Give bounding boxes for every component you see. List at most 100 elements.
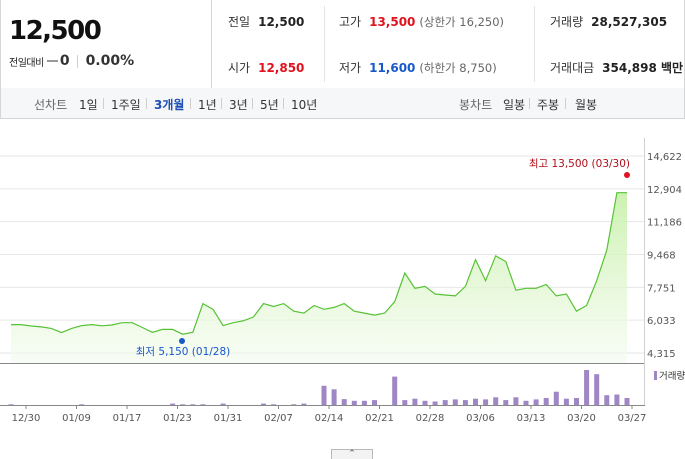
- x-tick-label: 01/09: [62, 413, 91, 424]
- volume-bar: [503, 400, 509, 405]
- stat-volume: 거래량 28,527,305: [550, 13, 667, 30]
- change-label: 전일대비: [9, 57, 44, 69]
- tab-separator: [190, 98, 191, 109]
- volume-bar: [604, 395, 610, 405]
- tab-weekly-candle[interactable]: 주봉: [537, 98, 560, 112]
- quote-summary: 12,500 전일대비 0 0.00% 전일 12,500 시가 12,850 고가…: [0, 0, 685, 89]
- volume-bar: [402, 400, 408, 405]
- y-tick-label: 6,033: [647, 316, 676, 327]
- volume-bar: [392, 376, 398, 405]
- tab-separator: [529, 98, 530, 109]
- line-chart-label: 선차트: [34, 98, 68, 112]
- tab-3years[interactable]: 3년: [229, 98, 248, 112]
- price-area: [11, 192, 627, 363]
- volume-bar: [341, 399, 347, 406]
- upper-limit: (상한가 16,250): [419, 15, 505, 29]
- volume-bar: [422, 400, 428, 405]
- volume-bar: [190, 404, 196, 406]
- stat-label: 거래대금: [550, 61, 595, 75]
- volume-bar: [584, 370, 590, 405]
- change-percent: 0.00%: [76, 54, 134, 68]
- volume-bar: [513, 397, 519, 405]
- low-marker: [179, 338, 185, 344]
- stat-value: 354,898 백만: [602, 61, 684, 75]
- x-tick-label: 02/21: [365, 413, 394, 424]
- volume-bar: [483, 399, 489, 405]
- volume-bar: [331, 389, 337, 406]
- y-tick-label: 4,315: [647, 349, 676, 360]
- volume-bar: [473, 398, 478, 405]
- flat-change-icon: [46, 60, 58, 62]
- volume-bar: [452, 399, 458, 405]
- volume-bar: [271, 404, 277, 406]
- collapse-button[interactable]: ⌃: [331, 449, 373, 459]
- stat-high: 고가 13,500 (상한가 16,250): [339, 13, 504, 30]
- volume-bar: [361, 400, 367, 405]
- low-label: 최저 5,150 (01/28): [136, 346, 231, 358]
- tab-monthly-candle[interactable]: 월봉: [575, 98, 598, 112]
- stat-label: 저가: [339, 61, 362, 75]
- stat-value: 12,500: [258, 15, 305, 29]
- tab-separator: [565, 98, 566, 109]
- x-tick-label: 12/30: [12, 413, 41, 424]
- volume-bar: [493, 397, 499, 405]
- stat-value: 13,500: [369, 15, 416, 29]
- stat-turnover: 거래대금 354,898 백만: [550, 59, 683, 76]
- tab-1year[interactable]: 1년: [198, 98, 217, 112]
- y-tick-label: 11,186: [647, 218, 682, 229]
- high-label: 최고 13,500 (03/30): [529, 158, 630, 170]
- volume-bar: [594, 374, 600, 405]
- x-tick-label: 02/28: [416, 413, 445, 424]
- volume-bar: [291, 404, 297, 406]
- tab-separator: [221, 98, 222, 109]
- y-tick-label: 12,904: [647, 185, 682, 196]
- stat-low: 저가 11,600 (하한가 8,750): [339, 59, 497, 76]
- tab-separator: [146, 98, 147, 109]
- tab-10years[interactable]: 10년: [291, 98, 318, 112]
- volume-bar: [351, 400, 357, 405]
- x-tick-label: 03/20: [567, 413, 596, 424]
- stat-label: 거래량: [550, 15, 584, 29]
- volume-bar: [301, 403, 307, 405]
- volume-bar: [200, 404, 206, 406]
- x-tick-label: 03/27: [618, 413, 647, 424]
- x-tick-label: 01/23: [163, 413, 192, 424]
- volume-bars: [8, 370, 630, 406]
- volume-bar: [321, 385, 327, 406]
- volume-bar: [261, 403, 266, 405]
- tab-daily-candle[interactable]: 일봉: [503, 98, 526, 112]
- volume-bar: [220, 403, 226, 405]
- volume-bar: [170, 403, 176, 405]
- stat-value: 11,600: [369, 61, 416, 75]
- high-marker: [624, 172, 630, 178]
- stat-label: 시가: [228, 61, 251, 75]
- tab-5years[interactable]: 5년: [260, 98, 279, 112]
- volume-bar: [8, 404, 14, 406]
- stat-label: 전일: [228, 15, 251, 29]
- volume-bar: [462, 400, 468, 405]
- volume-bar: [412, 398, 418, 405]
- y-axis-labels: 14,622 12,904 11,186 9,468 7,751 6,033 4,315: [647, 152, 682, 360]
- volume-bar: [553, 391, 559, 405]
- volume-bar: [79, 404, 85, 406]
- volume-bar: [372, 400, 377, 405]
- stat-prev-close: 전일 12,500: [228, 13, 304, 30]
- stat-value: 28,527,305: [591, 15, 668, 29]
- stat-value: 12,850: [258, 61, 305, 75]
- tab-1day[interactable]: 1일: [79, 98, 98, 112]
- volume-legend-swatch: [654, 371, 657, 380]
- volume-bar: [624, 398, 630, 405]
- divider: [324, 6, 325, 82]
- tab-separator: [103, 98, 104, 109]
- x-tick-label: 01/17: [113, 413, 142, 424]
- x-tick-label: 02/07: [264, 413, 293, 424]
- x-tick-label: 02/14: [315, 413, 344, 424]
- volume-bar: [442, 400, 448, 405]
- tab-3months[interactable]: 3개월: [154, 98, 185, 112]
- volume-bar: [432, 401, 438, 405]
- x-axis-labels: 12/30 01/09 01/17 01/23 01/31 02/07 02/14 02/21…: [12, 405, 647, 424]
- change-line: 전일대비 0 0.00%: [9, 53, 134, 69]
- candle-chart-label: 봉차트: [459, 98, 493, 112]
- volume-bar: [533, 399, 539, 405]
- tab-1week[interactable]: 1주일: [111, 98, 141, 112]
